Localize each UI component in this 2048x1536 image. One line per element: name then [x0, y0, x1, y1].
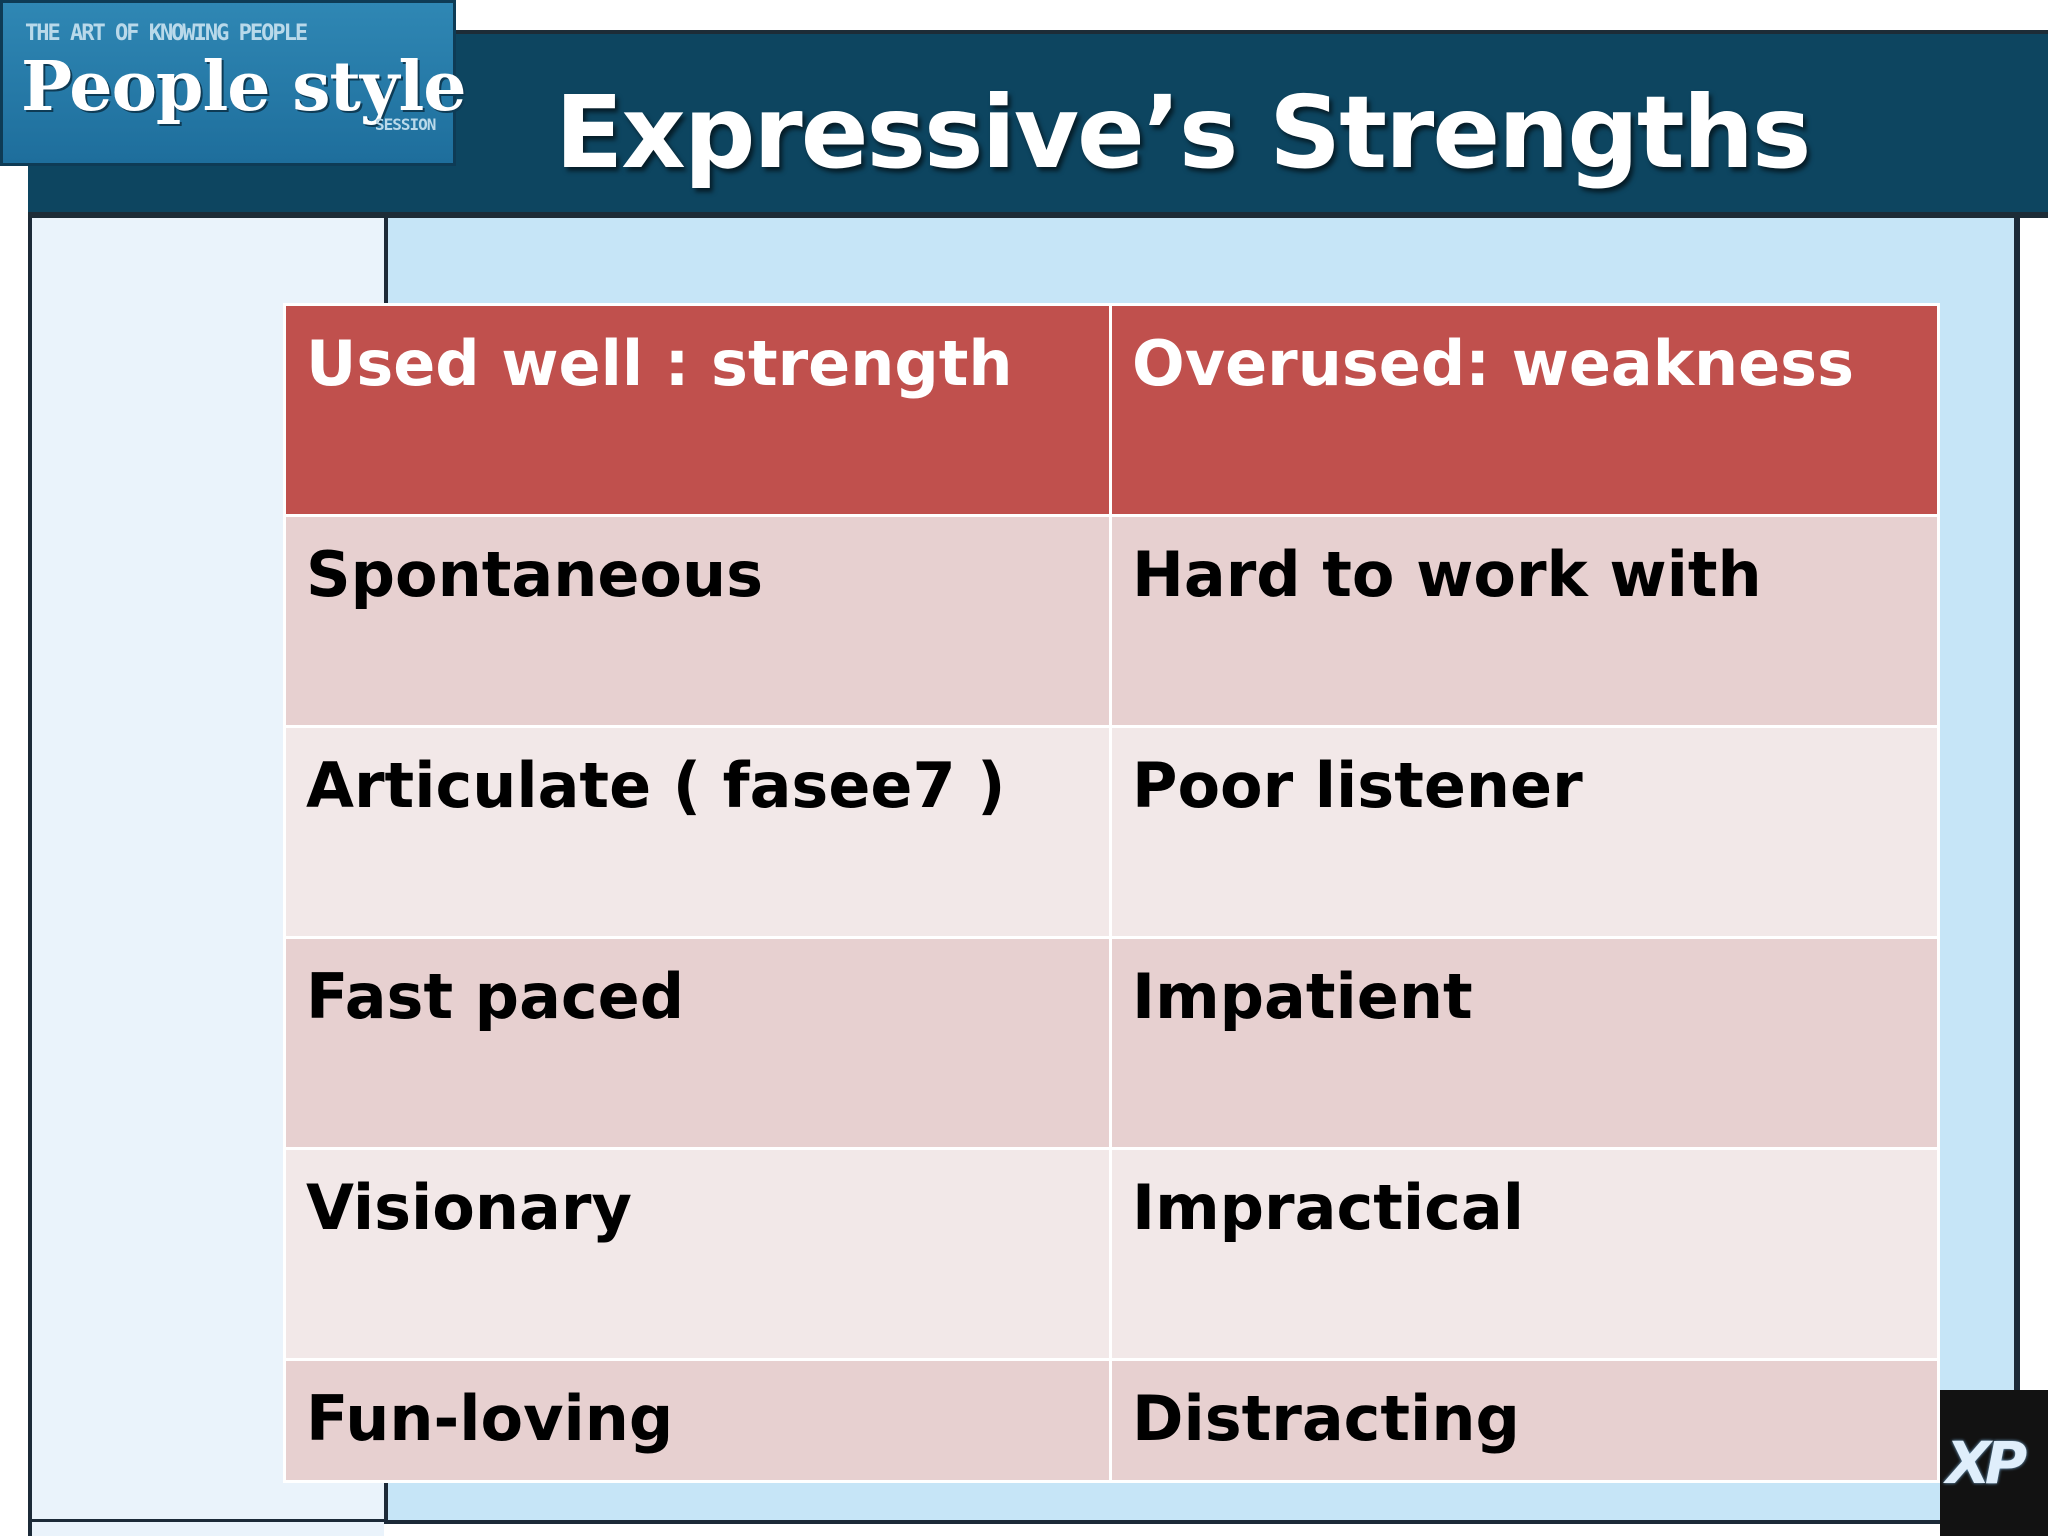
logo-name: People style: [21, 47, 467, 127]
header-strength: Used well : strength: [283, 303, 1112, 517]
strength-cell: Spontaneous: [283, 514, 1112, 728]
table-row: Spontaneous Hard to work with: [283, 514, 1940, 728]
table-row: Articulate ( fasee7 ) Poor listener: [283, 725, 1940, 939]
logo-subtitle: SESSION: [375, 115, 436, 134]
strength-cell: Fast paced: [283, 936, 1112, 1150]
weakness-cell: Distracting: [1109, 1358, 1940, 1483]
strength-cell: Articulate ( fasee7 ): [283, 725, 1112, 939]
strengths-weaknesses-table: Used well : strength Overused: weakness …: [283, 303, 1940, 1483]
weakness-cell: Impractical: [1109, 1147, 1940, 1361]
weakness-cell: Poor listener: [1109, 725, 1940, 939]
table-header-row: Used well : strength Overused: weakness: [283, 303, 1940, 517]
weakness-cell: Hard to work with: [1109, 514, 1940, 728]
page-title: Expressive’s Strengths: [555, 74, 1811, 191]
right-frame-edge: [2014, 206, 2048, 1536]
xp-badge: XP: [1940, 1390, 2048, 1536]
table-row: Visionary Impractical: [283, 1147, 1940, 1361]
weakness-cell: Impatient: [1109, 936, 1940, 1150]
strength-cell: Fun-loving: [283, 1358, 1112, 1483]
xp-badge-label: XP: [1946, 1429, 2027, 1497]
people-style-logo: THE ART OF KNOWING PEOPLE People style S…: [0, 0, 467, 166]
strength-cell: Visionary: [283, 1147, 1112, 1361]
table-row: Fast paced Impatient: [283, 936, 1940, 1150]
logo-tagline: THE ART OF KNOWING PEOPLE: [25, 21, 308, 46]
header-weakness: Overused: weakness: [1109, 303, 1940, 517]
table-row: Fun-loving Distracting: [283, 1358, 1940, 1483]
